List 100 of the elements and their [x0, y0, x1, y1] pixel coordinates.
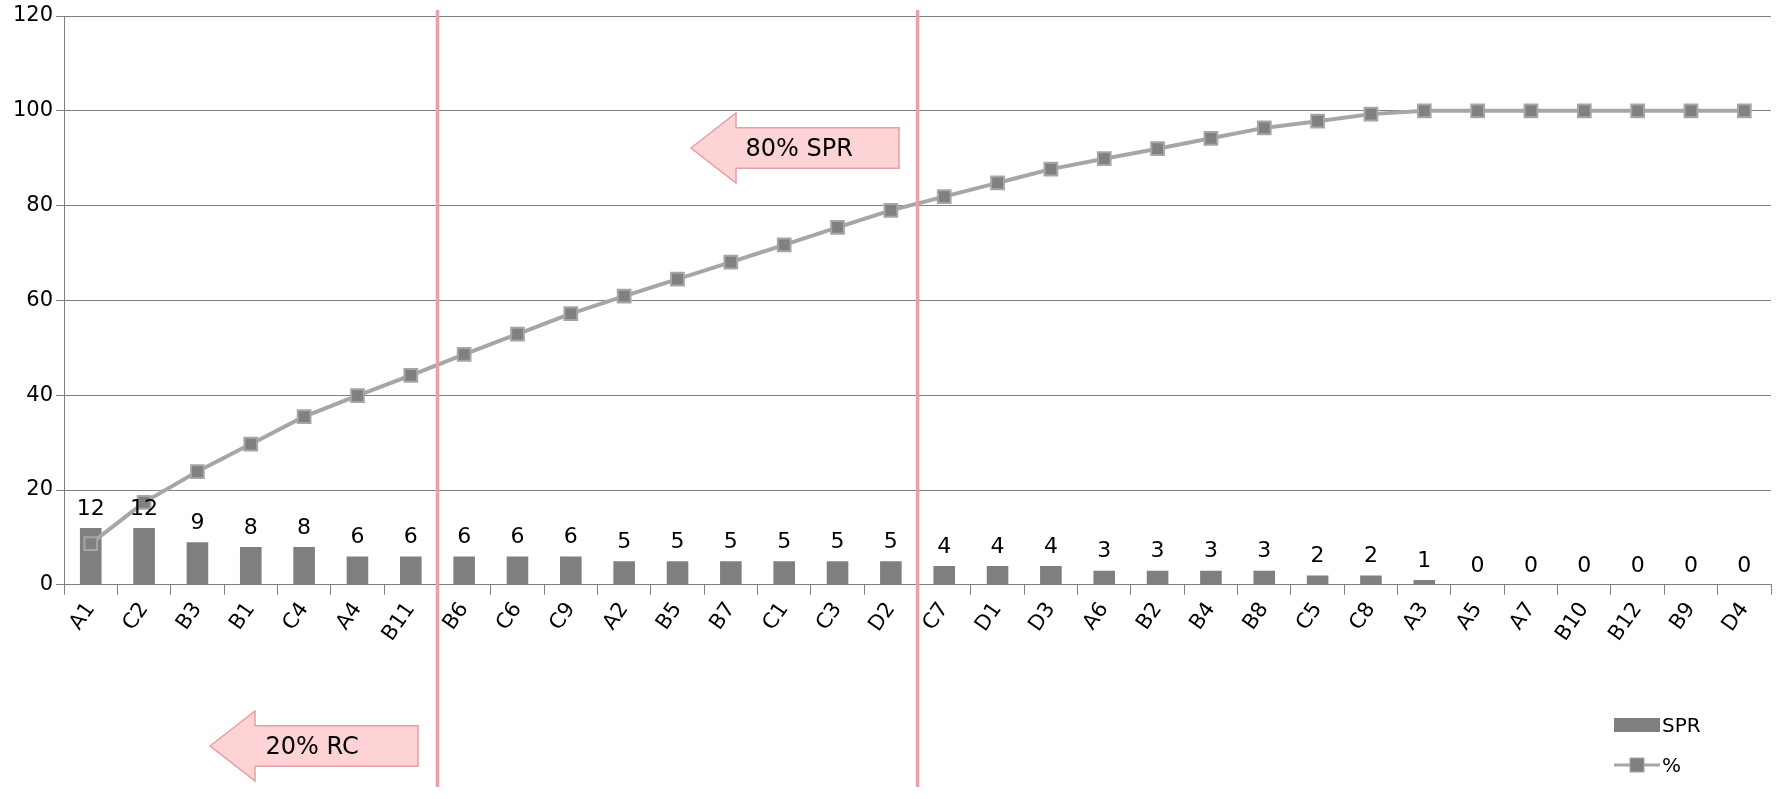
bar [1360, 575, 1382, 585]
bar [1413, 580, 1436, 585]
data-label: 5 [617, 527, 632, 553]
x-tick-label: C6 [490, 597, 527, 635]
point [830, 220, 845, 235]
bar [453, 556, 475, 585]
bar [613, 561, 635, 585]
bar [1253, 570, 1276, 585]
point [1470, 103, 1485, 119]
bar [1040, 565, 1062, 585]
data-label: 2 [1310, 542, 1325, 568]
bar [773, 561, 795, 585]
point [936, 189, 952, 204]
x-tick-label: C2 [116, 597, 153, 635]
point [1150, 141, 1165, 157]
data-label: 4 [937, 532, 952, 558]
bar [986, 565, 1009, 585]
data-label: 8 [243, 513, 258, 539]
data-label: 6 [350, 523, 365, 549]
legend-label: % [1662, 753, 1682, 777]
point [670, 271, 685, 287]
x-tick-label: C8 [1343, 597, 1380, 635]
point [1096, 151, 1112, 167]
data-label: 0 [1523, 551, 1538, 577]
bar [133, 527, 155, 585]
data-label: 0 [1630, 551, 1645, 577]
bar [346, 556, 369, 585]
point [990, 175, 1005, 191]
bar [1306, 575, 1329, 585]
y-tick-label: 100 [12, 97, 54, 122]
y-tick-label: 80 [26, 192, 54, 217]
x-tick-label: B3 [170, 597, 206, 634]
data-label: 4 [990, 532, 1005, 558]
bar [560, 556, 582, 585]
point [1043, 161, 1059, 177]
data-label: 1 [1417, 546, 1432, 572]
data-label: 12 [76, 494, 105, 520]
point [1363, 106, 1379, 122]
data-label: 3 [1257, 537, 1272, 563]
point [1523, 103, 1539, 119]
y-tick-label: 0 [39, 571, 54, 596]
point [83, 536, 99, 551]
bar [1093, 570, 1116, 585]
data-label: 6 [563, 523, 578, 549]
data-label: 8 [297, 513, 312, 539]
y-tick-label: 120 [12, 2, 54, 27]
point [1310, 113, 1325, 129]
point [403, 367, 419, 383]
bar [506, 556, 529, 585]
x-tick-label: B6 [437, 597, 473, 634]
x-tick-label: B4 [1183, 597, 1220, 634]
bar [400, 556, 422, 585]
point [350, 388, 365, 404]
data-label: 2 [1363, 542, 1378, 568]
bar [826, 561, 849, 585]
x-tick-label: A7 [1503, 597, 1540, 634]
point [563, 306, 579, 322]
x-tick-label: A2 [597, 597, 633, 634]
point [190, 464, 205, 479]
x-tick-label: C9 [543, 597, 580, 635]
data-label: 0 [1577, 551, 1592, 577]
point [1416, 103, 1432, 119]
data-label: 4 [1043, 532, 1058, 558]
x-tick-label: D3 [1022, 597, 1060, 636]
y-tick-label: 60 [26, 286, 54, 311]
x-tick-label: C1 [757, 597, 793, 635]
point [456, 347, 472, 362]
data-label: 6 [457, 523, 472, 549]
data-label: 5 [777, 527, 792, 553]
x-tick-label: D1 [969, 597, 1007, 636]
x-tick-label: A4 [330, 597, 367, 634]
bar [720, 561, 742, 585]
data-label: 5 [723, 527, 738, 553]
data-label: 6 [403, 523, 418, 549]
x-tick-label: A1 [63, 597, 100, 634]
point [1203, 130, 1219, 146]
data-label: 12 [130, 494, 159, 520]
point [1630, 103, 1646, 119]
bar [666, 561, 689, 585]
point [883, 203, 899, 218]
x-tick-label: C4 [276, 597, 313, 635]
bar [933, 565, 956, 585]
point [616, 288, 632, 304]
bar [1200, 570, 1222, 585]
data-label: 3 [1150, 537, 1165, 563]
point [296, 409, 312, 424]
x-tick-label: B7 [703, 597, 740, 634]
y-tick-label: 40 [26, 381, 54, 406]
data-label: 9 [190, 508, 205, 534]
bar [1146, 570, 1169, 585]
point [776, 237, 792, 253]
y-tick-label: 20 [26, 476, 54, 501]
point [1683, 103, 1699, 119]
data-label: 0 [1737, 551, 1752, 577]
x-tick-label: C3 [810, 597, 847, 635]
data-label: 3 [1097, 537, 1112, 563]
x-tick-label: A5 [1450, 597, 1487, 634]
point [1576, 103, 1592, 119]
bar [293, 546, 315, 585]
data-label: 3 [1203, 537, 1218, 563]
